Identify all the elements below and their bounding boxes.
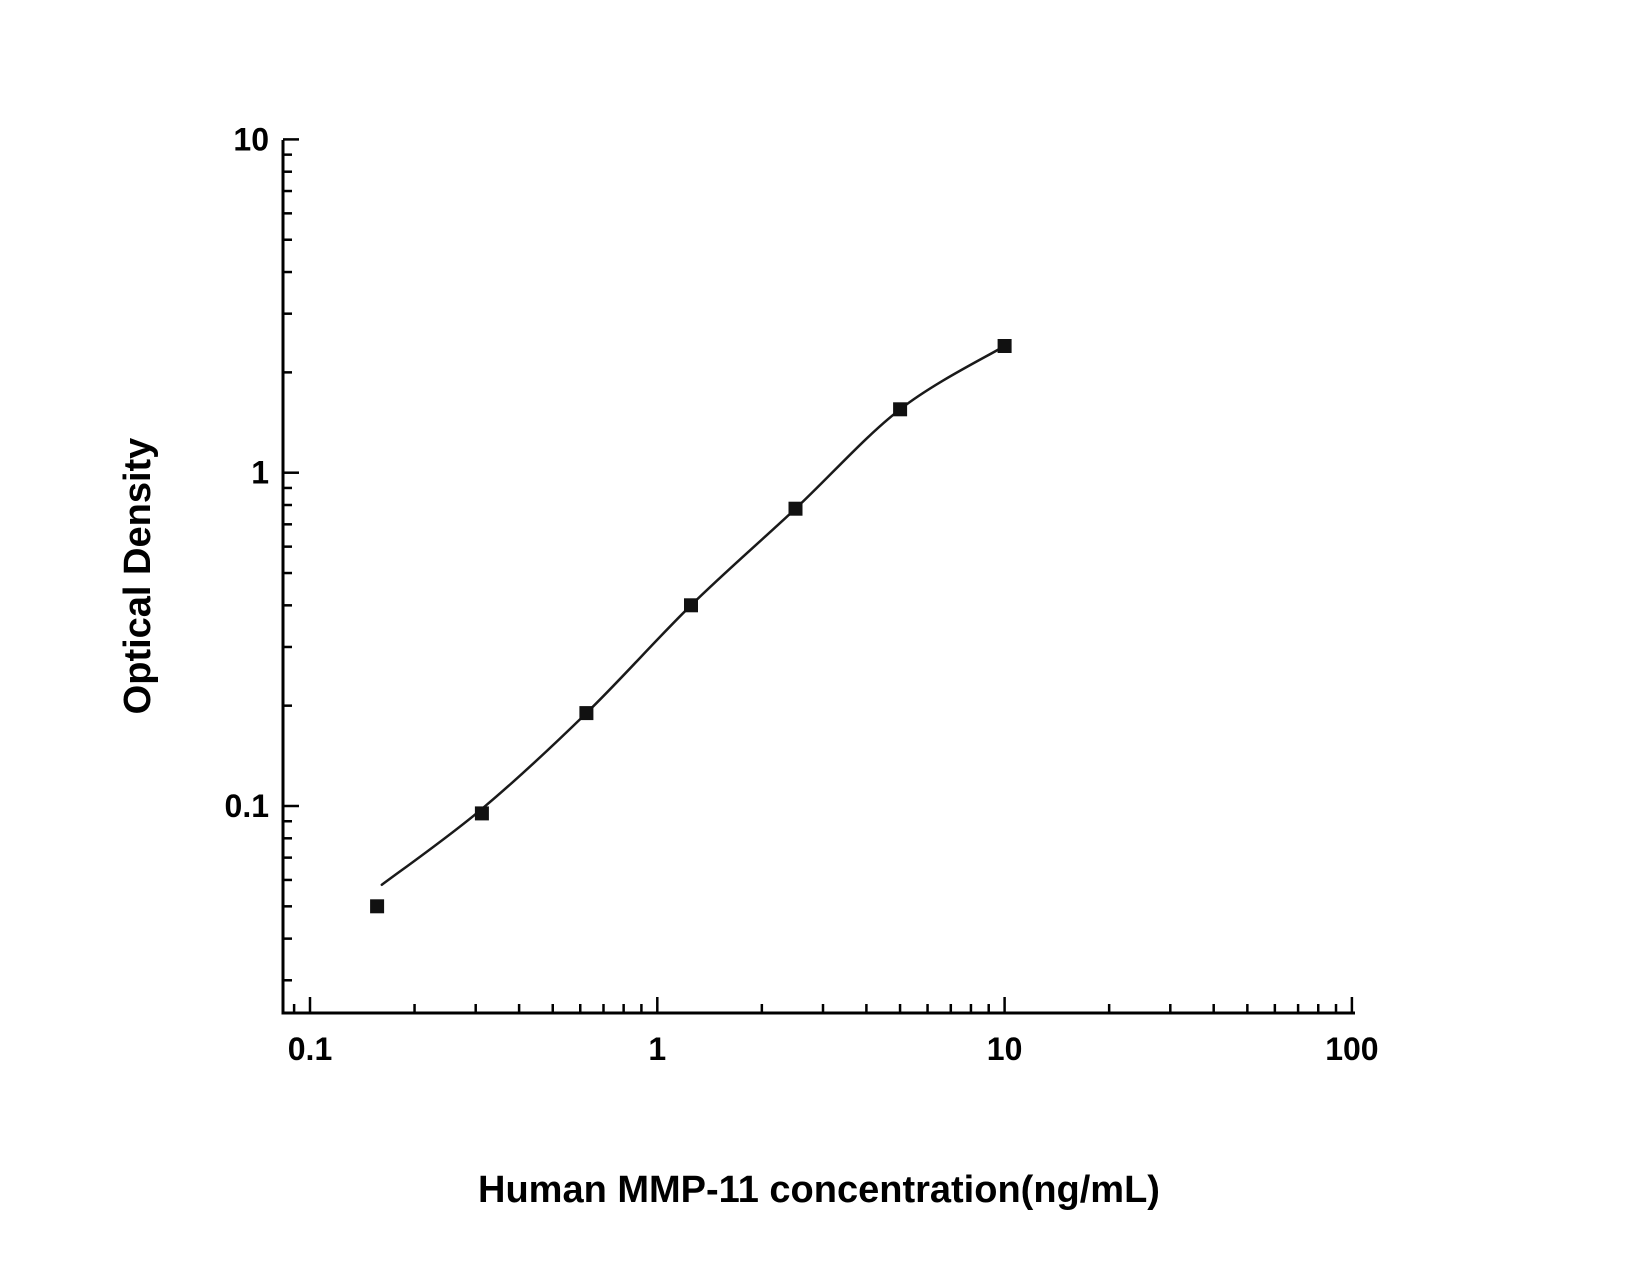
y-tick-label: 0.1 [225, 788, 269, 824]
data-point-marker [997, 339, 1012, 353]
curve-layer [380, 344, 1006, 887]
axes-layer: 0.1 1 10 100 0.1 1 10 [225, 121, 1379, 1067]
x-tick-label: 0.1 [288, 1031, 332, 1067]
x-axis-title: Human MMP-11 concentration(ng/mL) [478, 1169, 1160, 1211]
fit-curve-line [380, 344, 1006, 887]
data-point-marker [370, 899, 385, 914]
data-point-marker [684, 598, 698, 613]
data-point-marker [579, 706, 594, 721]
data-point-marker [474, 806, 489, 821]
x-tick-label: 1 [648, 1031, 666, 1067]
x-tick-label: 10 [987, 1031, 1023, 1067]
data-point-marker [893, 402, 908, 417]
marker-layer [370, 339, 1012, 914]
x-tick-label: 100 [1325, 1031, 1378, 1067]
y-tick-label: 10 [233, 121, 269, 157]
data-point-marker [788, 501, 803, 516]
y-axis-title: Optical Density [117, 438, 159, 715]
y-tick-label: 1 [251, 455, 269, 491]
